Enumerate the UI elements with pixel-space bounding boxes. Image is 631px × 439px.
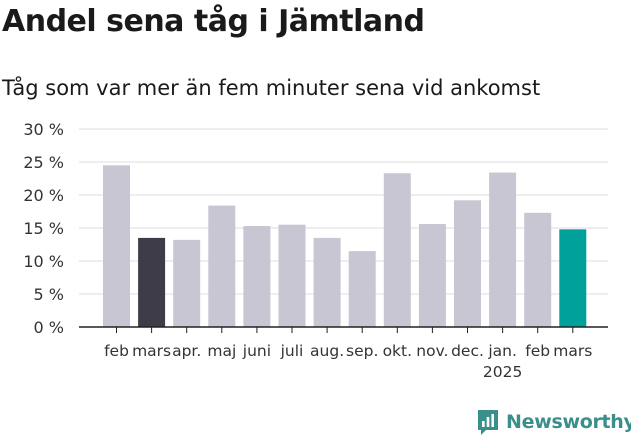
- bar: [454, 200, 481, 327]
- brand-logo: Newsworthy: [476, 408, 631, 436]
- y-tick-label: 20 %: [23, 186, 64, 205]
- x-tick-label: feb: [525, 342, 550, 360]
- x-tick-label: nov.: [416, 342, 448, 360]
- chart-title: Andel sena tåg i Jämtland: [2, 4, 425, 39]
- bar: [208, 205, 236, 327]
- bar: [278, 224, 306, 327]
- y-tick-label: 10 %: [23, 252, 64, 271]
- bar: [418, 224, 446, 327]
- y-tick-label: 30 %: [23, 120, 64, 139]
- bar: [383, 173, 411, 327]
- bar-chart: 0 %5 %10 %15 %20 %25 %30 %feb mars apr. maj…: [23, 120, 608, 381]
- x-tick-label: feb: [104, 342, 129, 360]
- newsworthy-logo-icon: [478, 410, 498, 435]
- bar: [348, 251, 376, 327]
- x-tick-label: juni: [242, 342, 271, 360]
- bar: [559, 229, 587, 327]
- x-tick-label: mars: [553, 342, 592, 360]
- bar: [313, 237, 341, 327]
- bar: [524, 212, 552, 327]
- bar: [138, 237, 166, 327]
- bar: [103, 165, 130, 327]
- x-tick-label: apr.: [172, 342, 201, 360]
- bar: [243, 226, 271, 327]
- x-tick-label: sep.: [346, 342, 378, 360]
- x-tick-label: okt.: [383, 342, 412, 360]
- x-tick-label: dec.: [451, 342, 484, 360]
- y-tick-label: 5 %: [34, 285, 64, 304]
- x-tick-label: jan.: [487, 342, 517, 360]
- bar: [489, 172, 517, 327]
- x-year-label: 2025: [483, 363, 522, 381]
- x-tick-label: juli: [280, 342, 304, 360]
- y-tick-label: 25 %: [23, 153, 64, 172]
- bar: [173, 239, 201, 327]
- brand-name: Newsworthy: [506, 411, 631, 433]
- x-tick-label: mars: [132, 342, 171, 360]
- x-tick-label: maj: [207, 342, 236, 360]
- x-tick-label: aug.: [310, 342, 344, 360]
- y-tick-label: 0 %: [34, 318, 64, 337]
- chart-subtitle: Tåg som var mer än fem minuter sena vid …: [2, 76, 541, 100]
- y-tick-label: 15 %: [23, 219, 64, 238]
